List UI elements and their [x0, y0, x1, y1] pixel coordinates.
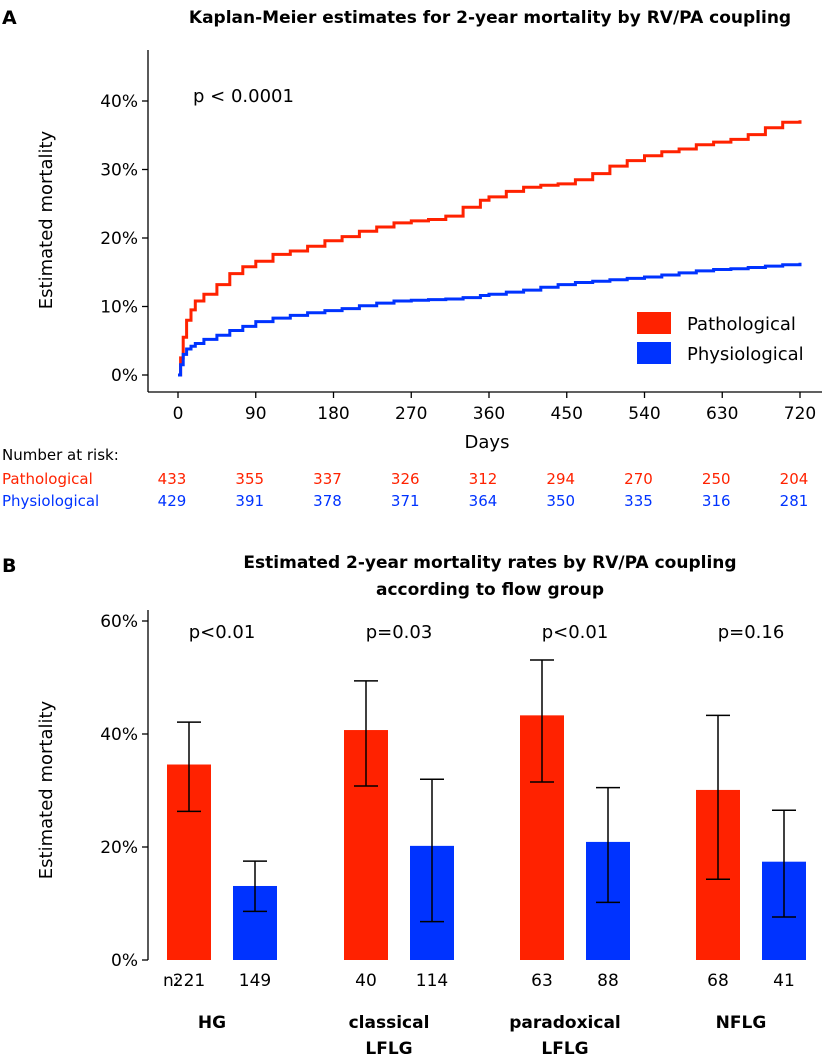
risk-value: 391 [235, 492, 264, 510]
y-axis-label: Estimated mortality [36, 130, 57, 309]
x-tick-label: 450 [551, 404, 583, 424]
n-value: 149 [239, 971, 271, 991]
n-value: 68 [707, 971, 729, 991]
risk-table-header: Number at risk: [2, 446, 119, 464]
y-tick-label: 40% [100, 725, 138, 745]
panel-letter-a: A [2, 7, 17, 29]
panel-letter-b: B [2, 555, 16, 577]
n-value: 40 [355, 971, 377, 991]
group-p-value: p=0.03 [366, 622, 433, 643]
x-tick-label: 540 [628, 404, 660, 424]
legend-label-pathological: Pathological [687, 314, 796, 335]
n-value: 88 [597, 971, 619, 991]
y-tick-label: 30% [100, 161, 138, 181]
legend-label-physiological: Physiological [687, 344, 804, 365]
y-tick-label: 60% [100, 612, 138, 632]
y-tick-label: 40% [100, 92, 138, 112]
n-label: n: [163, 971, 180, 991]
group-p-value: p=0.16 [718, 622, 785, 643]
risk-value: 350 [546, 492, 575, 510]
x-axis-label: Days [465, 432, 510, 453]
legend-swatch-physiological [637, 342, 671, 364]
risk-value: 371 [391, 492, 420, 510]
n-value: 41 [773, 971, 795, 991]
y-tick-label: 0% [111, 951, 138, 971]
x-tick-label: 180 [317, 404, 349, 424]
y-tick-label: 10% [100, 298, 138, 318]
group-label: HG [198, 1013, 226, 1033]
risk-value: 326 [391, 470, 420, 488]
km-curve-pathological [178, 120, 802, 377]
panel-a-km-chart: A Kaplan-Meier estimates for 2-year morta… [2, 7, 822, 510]
y-axis-label: Estimated mortality [36, 700, 57, 879]
risk-value: 204 [780, 470, 809, 488]
y-tick-label: 0% [111, 366, 138, 386]
x-tick-label: 360 [473, 404, 505, 424]
group-p-value: p<0.01 [189, 622, 256, 643]
risk-value: 335 [624, 492, 653, 510]
chart-title-line: Estimated 2-year mortality rates by RV/P… [243, 553, 736, 573]
n-value: 63 [531, 971, 553, 991]
x-tick-label: 270 [395, 404, 427, 424]
risk-value: 294 [546, 470, 575, 488]
group-label: paradoxical [509, 1013, 621, 1033]
risk-value: 364 [469, 492, 498, 510]
y-tick-label: 20% [100, 838, 138, 858]
chart-title-line: according to flow group [376, 580, 604, 600]
chart-title: Kaplan-Meier estimates for 2-year mortal… [189, 8, 791, 28]
risk-value: 337 [313, 470, 342, 488]
risk-value: 270 [624, 470, 653, 488]
x-tick-label: 0 [173, 404, 184, 424]
n-value: 221 [173, 971, 205, 991]
panel-b-bar-chart: B Estimated 2-year mortality rates by RV/… [2, 553, 806, 1059]
risk-row-label-pathological: Pathological [2, 470, 93, 488]
group-label: LFLG [541, 1039, 588, 1059]
group-label: NFLG [716, 1013, 767, 1033]
p-value-annotation: p < 0.0001 [193, 86, 294, 107]
y-tick-label: 20% [100, 229, 138, 249]
x-tick-label: 90 [245, 404, 267, 424]
group-p-value: p<0.01 [542, 622, 609, 643]
km-curve-physiological [178, 262, 802, 377]
risk-value: 378 [313, 492, 342, 510]
risk-value: 433 [158, 470, 187, 488]
x-tick-label: 630 [706, 404, 738, 424]
legend-swatch-pathological [637, 312, 671, 334]
group-label: classical [349, 1013, 430, 1033]
risk-row-label-physiological: Physiological [2, 492, 99, 510]
group-label: LFLG [365, 1039, 412, 1059]
risk-value: 281 [780, 492, 809, 510]
x-tick-label: 720 [784, 404, 816, 424]
risk-value: 312 [469, 470, 498, 488]
risk-value: 250 [702, 470, 731, 488]
risk-value: 355 [235, 470, 264, 488]
risk-value: 429 [158, 492, 187, 510]
n-value: 114 [416, 971, 448, 991]
risk-value: 316 [702, 492, 731, 510]
